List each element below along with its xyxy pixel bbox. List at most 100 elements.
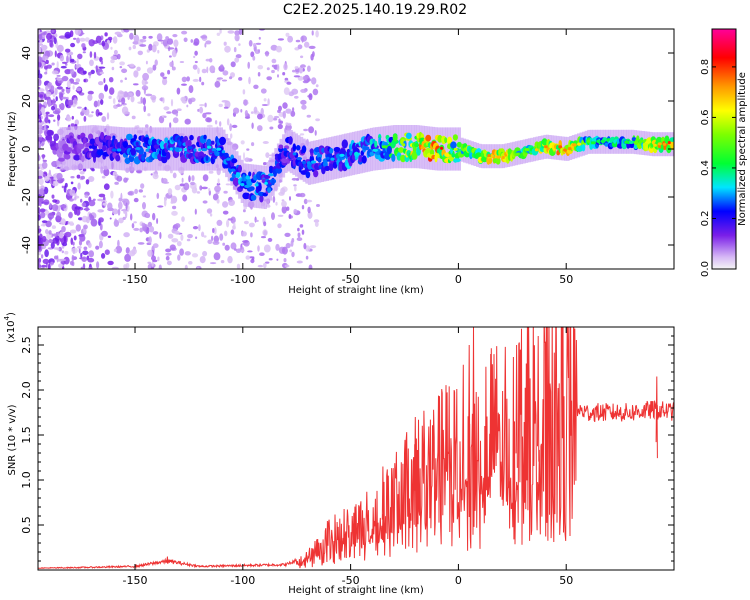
- spectrogram-noise-speck: [98, 217, 104, 223]
- spectrogram-ridge-cell: [374, 140, 378, 148]
- spectrogram-noise-speck: [73, 197, 77, 201]
- spectrogram-noise-speck: [58, 246, 62, 252]
- spectrogram-ridge-cell: [369, 151, 375, 157]
- spectrogram-noise-speck: [212, 240, 220, 245]
- spectrogram-noise-speck: [172, 172, 177, 179]
- spectrogram-noise-speck: [201, 186, 208, 190]
- spectrogram-noise-speck: [177, 254, 181, 261]
- spectrogram-noise-speck: [65, 116, 72, 122]
- spectrogram-noise-speck: [214, 120, 218, 125]
- spectrogram-noise-speck: [62, 242, 68, 247]
- spectrogram-noise-speck: [121, 68, 128, 74]
- spectrogram-noise-speck: [206, 124, 213, 128]
- spectrogram-noise-speck: [48, 169, 52, 176]
- spectrogram-noise-speck: [42, 55, 49, 61]
- spectrogram-ridge-cell: [278, 144, 284, 150]
- spectrogram-noise-speck: [297, 76, 304, 81]
- spectrogram-ridge-cell: [495, 157, 501, 165]
- spectrogram-noise-speck: [303, 242, 307, 250]
- spectrogram-noise-speck: [54, 87, 58, 96]
- spectrogram-noise-speck: [118, 217, 124, 224]
- spectrogram-noise-speck: [257, 264, 264, 268]
- spectrogram-noise-speck: [109, 87, 115, 95]
- spectrogram-noise-speck: [70, 260, 74, 266]
- spectrogram-ridge-cell: [187, 139, 192, 147]
- spectrogram-ridge-cell: [450, 141, 457, 149]
- spectrogram-noise-speck: [48, 119, 51, 124]
- spectrogram-noise-speck: [70, 176, 75, 179]
- spectrogram-ridge-core: [268, 173, 274, 177]
- spectrogram-noise-speck: [112, 98, 116, 105]
- spectrogram-noise-speck: [208, 190, 211, 196]
- spectrogram-noise-speck: [192, 226, 199, 230]
- spectrogram-noise-speck: [181, 83, 187, 86]
- spectrogram-halo: [297, 135, 301, 179]
- spectrogram-ridge-core: [453, 147, 458, 151]
- spectrogram-noise-speck: [196, 266, 200, 269]
- spectrogram-halo: [445, 127, 448, 171]
- spectrogram-ridge-cell: [130, 148, 136, 156]
- spectrogram-noise-speck: [127, 94, 130, 101]
- spectrogram-noise-speck: [200, 35, 208, 39]
- spectrogram-noise-speck: [47, 39, 50, 43]
- spectrogram-noise-speck: [38, 188, 41, 195]
- spectrogram-ridge-cell: [97, 148, 104, 156]
- spectrogram-noise-speck: [87, 93, 93, 102]
- spectrogram-noise-speck: [43, 199, 50, 206]
- spectrogram-noise-speck: [44, 124, 47, 131]
- spectrogram-ridge-cell: [159, 140, 165, 150]
- spectrogram-ridge-cell: [346, 149, 351, 158]
- spectrogram-noise-speck: [98, 240, 103, 249]
- spectrogram-noise-speck: [205, 40, 212, 45]
- spectrogram-noise-speck: [209, 262, 217, 265]
- spectrogram-noise-speck: [248, 40, 253, 47]
- spectrogram-noise-speck: [253, 106, 258, 114]
- spectrogram-noise-speck: [43, 31, 47, 35]
- spectrogram-noise-speck: [38, 202, 41, 206]
- spectrogram-ridge-core: [501, 155, 505, 160]
- spectrogram-noise-speck: [288, 214, 292, 219]
- spectrogram-ridge-cell: [392, 133, 398, 142]
- spectrogram-noise-speck: [183, 37, 188, 43]
- spectrogram-noise-speck: [165, 252, 172, 256]
- spectrogram-noise-speck: [129, 63, 135, 68]
- spectrogram-noise-speck: [214, 185, 221, 193]
- spectrogram-noise-speck: [42, 258, 50, 264]
- spectrogram-ridge-core: [283, 148, 287, 152]
- spectrogram-noise-speck: [300, 88, 307, 93]
- spectrogram-ridge-core: [657, 142, 662, 146]
- spectrogram-noise-speck: [220, 260, 225, 264]
- spectrogram-ridge-cell: [451, 153, 456, 158]
- spectrogram-noise-speck: [59, 104, 62, 110]
- spectrogram-noise-speck: [52, 237, 59, 244]
- spectrogram-y-tick-label: 0: [20, 146, 33, 153]
- spectrogram-noise-speck: [69, 229, 77, 234]
- spectrogram-ridge-cell: [414, 143, 420, 148]
- spectrogram-noise-speck: [151, 261, 154, 267]
- spectrogram-noise-speck: [163, 198, 167, 207]
- spectrogram-noise-speck: [242, 89, 246, 95]
- spectrogram-noise-speck: [172, 34, 178, 38]
- spectrogram-noise-speck: [40, 44, 48, 51]
- spectrogram-noise-speck: [301, 205, 305, 210]
- spectrogram-ridge-cell: [133, 134, 137, 140]
- spectrogram-ridge-cell: [122, 141, 129, 148]
- spectrogram-noise-speck: [133, 34, 140, 43]
- spectrogram-noise-speck: [143, 105, 146, 113]
- spectrogram-ridge-cell: [219, 136, 226, 146]
- spectrogram-ridge-cell: [288, 136, 293, 145]
- spectrogram-noise-speck: [74, 29, 82, 36]
- spectrogram-noise-speck: [88, 176, 95, 182]
- spectrogram-ridge-core: [193, 148, 197, 152]
- spectrogram-noise-speck: [113, 248, 117, 252]
- spectrogram-noise-speck: [38, 56, 43, 63]
- spectrogram-noise-speck: [77, 106, 82, 109]
- spectrogram-noise-speck: [38, 122, 43, 125]
- spectrogram-x-label: Height of straight line (km): [288, 285, 424, 296]
- spectrogram-noise-speck: [229, 123, 233, 132]
- spectrogram-ridge-core: [244, 184, 251, 188]
- spectrogram-noise-speck: [91, 111, 94, 114]
- spectrogram-ridge-core: [230, 168, 236, 172]
- spectrogram-noise-speck: [152, 64, 157, 71]
- spectrogram-ridge-cell: [405, 132, 412, 139]
